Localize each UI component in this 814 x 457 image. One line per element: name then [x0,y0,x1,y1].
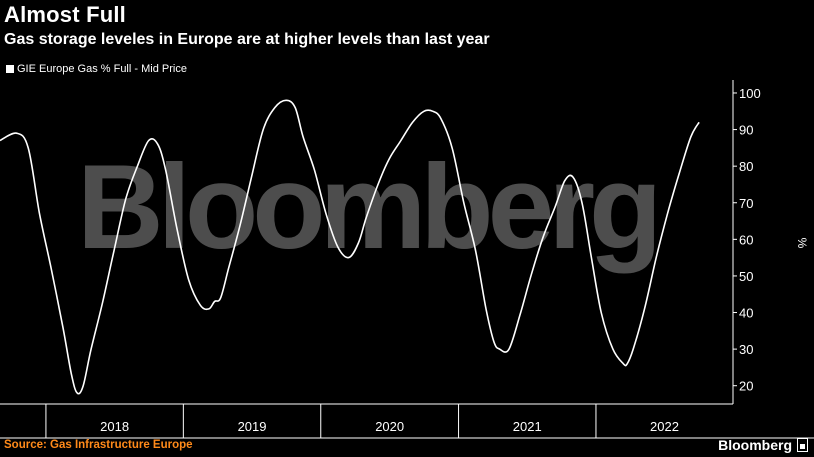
terminal-icon [797,438,808,452]
y-tick-label: 30 [739,342,753,357]
legend-swatch [6,65,14,73]
y-tick-label: 50 [739,269,753,284]
source-note: Source: Gas Infrastructure Europe [4,439,193,451]
y-axis-label: % [795,238,809,249]
x-tick-label: 2020 [375,419,404,434]
x-tick-label: 2022 [650,419,679,434]
y-tick-label: 60 [739,232,753,247]
chart-title: Almost Full [4,2,126,27]
brand-logo: Bloomberg [718,437,808,453]
brand-text: Bloomberg [718,437,792,453]
x-tick-label: 2021 [513,419,542,434]
legend-label: GIE Europe Gas % Full - Mid Price [17,63,187,75]
series-line [0,99,700,395]
x-tick-label: 2019 [238,419,267,434]
y-tick-label: 40 [739,306,753,321]
y-tick-label: 90 [739,123,753,138]
y-tick-label: 70 [739,196,753,211]
chart-subtitle: Gas storage leveles in Europe are at hig… [4,31,490,48]
x-tick-label: 2018 [100,419,129,434]
legend: GIE Europe Gas % Full - Mid Price [6,63,187,75]
y-tick-label: 100 [739,86,761,101]
y-tick-label: 20 [739,379,753,394]
y-tick-label: 80 [739,159,753,174]
